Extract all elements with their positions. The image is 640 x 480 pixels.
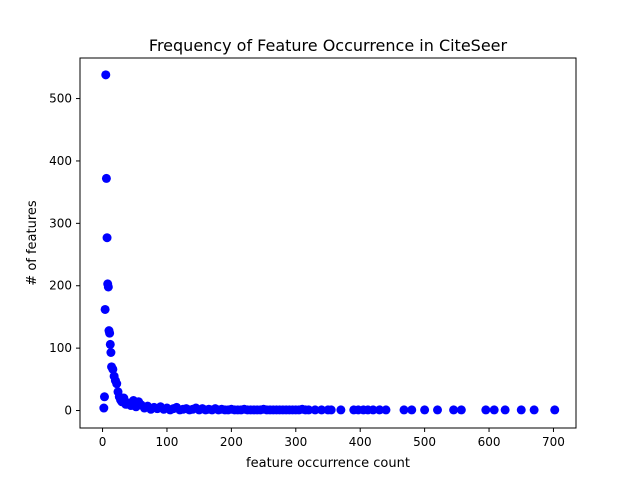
data-point: [449, 405, 459, 415]
x-tick-label: 100: [156, 435, 179, 449]
data-point: [433, 405, 443, 415]
data-point: [310, 405, 320, 415]
x-tick-label: 0: [99, 435, 107, 449]
data-point: [456, 405, 466, 415]
x-tick-label: 500: [413, 435, 436, 449]
data-point: [516, 405, 526, 415]
y-tick-label: 400: [49, 154, 72, 168]
data-point: [101, 70, 111, 80]
y-tick-label: 500: [49, 92, 72, 106]
data-point: [101, 173, 111, 183]
x-tick-label: 300: [284, 435, 307, 449]
data-point: [108, 364, 118, 374]
data-point: [102, 233, 112, 243]
x-tick-label: 600: [478, 435, 501, 449]
points-layer: [99, 70, 560, 415]
data-point: [112, 379, 122, 389]
y-tick-label: 300: [49, 216, 72, 230]
data-point: [99, 392, 109, 402]
y-axis-label: # of features: [25, 200, 40, 286]
plot-frame: [79, 57, 577, 429]
x-tick-label: 400: [349, 435, 372, 449]
data-point: [304, 405, 314, 415]
data-point: [103, 282, 113, 292]
data-point: [407, 405, 417, 415]
data-point: [500, 405, 510, 415]
data-point: [99, 403, 109, 413]
x-tick-label: 200: [220, 435, 243, 449]
y-tick-label: 100: [49, 341, 72, 355]
chart-title: Frequency of Feature Occurrence in CiteS…: [149, 36, 508, 55]
data-point: [420, 405, 430, 415]
data-point: [100, 304, 110, 314]
data-point: [368, 405, 378, 415]
data-point: [105, 328, 115, 338]
x-axis-label: feature occurrence count: [246, 456, 410, 471]
x-tick-label: 700: [542, 435, 565, 449]
y-tick-label: 200: [49, 279, 72, 293]
data-point: [550, 405, 560, 415]
data-point: [529, 405, 539, 415]
y-tick-label: 0: [64, 404, 72, 418]
y-axis-ticks: 0 100 200 300 400 500: [49, 92, 80, 418]
data-point: [399, 405, 409, 415]
data-point: [317, 405, 327, 415]
data-point: [375, 405, 385, 415]
data-point: [105, 339, 115, 349]
x-axis-ticks: 0 100 200 300 400 500 600 700: [99, 428, 565, 449]
data-point: [481, 405, 491, 415]
data-point: [106, 348, 116, 357]
data-point: [489, 405, 499, 415]
plot-area: [80, 58, 576, 428]
data-point: [336, 405, 346, 415]
data-point: [381, 405, 391, 415]
data-point: [326, 405, 336, 415]
